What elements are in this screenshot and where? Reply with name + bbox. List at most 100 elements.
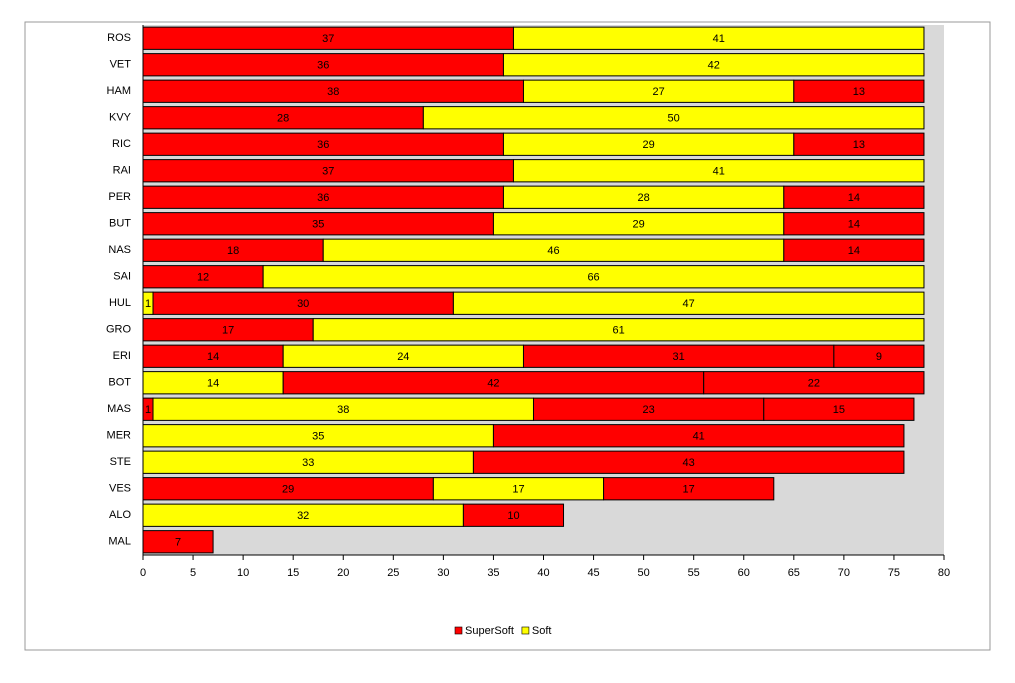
data-label: 36 [317,60,329,72]
data-label: 42 [487,378,499,390]
data-label: 1 [145,298,151,310]
bar-segment [833,344,925,368]
data-label: 38 [337,404,349,416]
data-label: 35 [312,431,324,443]
y-tick-label: ERI [113,350,131,362]
x-tick-label: 60 [738,567,750,579]
bar-segment [502,53,925,77]
data-label: 41 [693,431,705,443]
data-label: 66 [587,272,599,284]
data-label: 28 [277,113,289,125]
y-tick-label: MER [107,430,132,442]
data-label: 14 [848,219,860,231]
data-label: 9 [876,351,882,363]
bar-segment [472,450,905,474]
bar-segment [262,265,925,289]
data-label: 41 [713,33,725,45]
bar-segment [783,238,925,262]
x-tick-label: 30 [437,567,449,579]
x-tick-label: 40 [537,567,549,579]
data-label: 37 [322,33,334,45]
data-label: 13 [853,86,865,98]
bar-segment [452,291,925,315]
data-label: 29 [643,139,655,151]
y-tick-label: MAS [107,403,131,415]
data-label: 10 [507,510,519,522]
data-label: 37 [322,166,334,178]
bar-segment [793,132,925,156]
data-label: 43 [683,457,695,469]
y-tick-label: HAM [107,85,131,97]
data-label: 47 [683,298,695,310]
legend-swatch [454,626,463,635]
data-label: 35 [312,219,324,231]
bar-segment [312,318,925,342]
y-tick-label: PER [108,191,131,203]
data-label: 14 [848,192,860,204]
data-label: 46 [547,245,559,257]
data-label: 17 [512,484,524,496]
y-tick-label: NAS [108,244,131,256]
data-label: 12 [197,272,209,284]
data-label: 27 [653,86,665,98]
data-label: 13 [853,139,865,151]
data-label: 24 [397,351,409,363]
data-label: 36 [317,192,329,204]
x-tick-label: 35 [487,567,499,579]
y-tick-label: GRO [106,324,132,336]
y-tick-label: BUT [109,218,131,230]
bar-segment [492,424,905,448]
x-tick-label: 70 [838,567,850,579]
data-label: 50 [668,113,680,125]
data-label: 28 [638,192,650,204]
x-tick-label: 5 [190,567,196,579]
bar-segment [783,185,925,209]
data-label: 14 [207,351,219,363]
x-tick-label: 80 [938,567,950,579]
bar-segment [793,79,925,103]
legend-label: Soft [532,625,552,637]
data-label: 1 [145,404,151,416]
x-tick-label: 45 [587,567,599,579]
data-label: 38 [327,86,339,98]
plot-area [143,25,944,555]
y-tick-label: HUL [109,297,131,309]
data-label: 17 [683,484,695,496]
x-tick-label: 20 [337,567,349,579]
data-label: 32 [297,510,309,522]
bar-segment [783,212,925,236]
data-label: 7 [175,537,181,549]
data-label: 31 [673,351,685,363]
bar-segment [512,159,925,183]
data-label: 42 [708,60,720,72]
y-tick-label: VET [110,59,132,71]
x-tick-label: 0 [140,567,146,579]
y-tick-label: STE [110,456,131,468]
bar-segment [422,106,925,130]
data-label: 15 [833,404,845,416]
y-tick-label: RIC [112,138,131,150]
data-label: 18 [227,245,239,257]
x-tick-label: 75 [888,567,900,579]
bar-segment [763,397,915,421]
legend-label: SuperSoft [465,625,514,637]
data-label: 61 [612,325,624,337]
bar-segment [462,503,565,527]
y-tick-label: ALO [109,509,131,521]
bar-segment [512,26,925,50]
data-label: 22 [808,378,820,390]
x-tick-label: 65 [788,567,800,579]
y-tick-label: MAL [108,536,131,548]
bar-segment [703,371,925,395]
x-tick-label: 15 [287,567,299,579]
y-tick-label: VES [109,483,131,495]
data-label: 36 [317,139,329,151]
x-tick-label: 50 [638,567,650,579]
legend-swatch [521,626,530,635]
y-tick-label: SAI [113,271,131,283]
y-tick-label: KVY [109,112,132,124]
bar-segment [603,477,775,501]
data-label: 41 [713,166,725,178]
data-label: 14 [207,378,219,390]
y-tick-label: ROS [107,32,131,44]
